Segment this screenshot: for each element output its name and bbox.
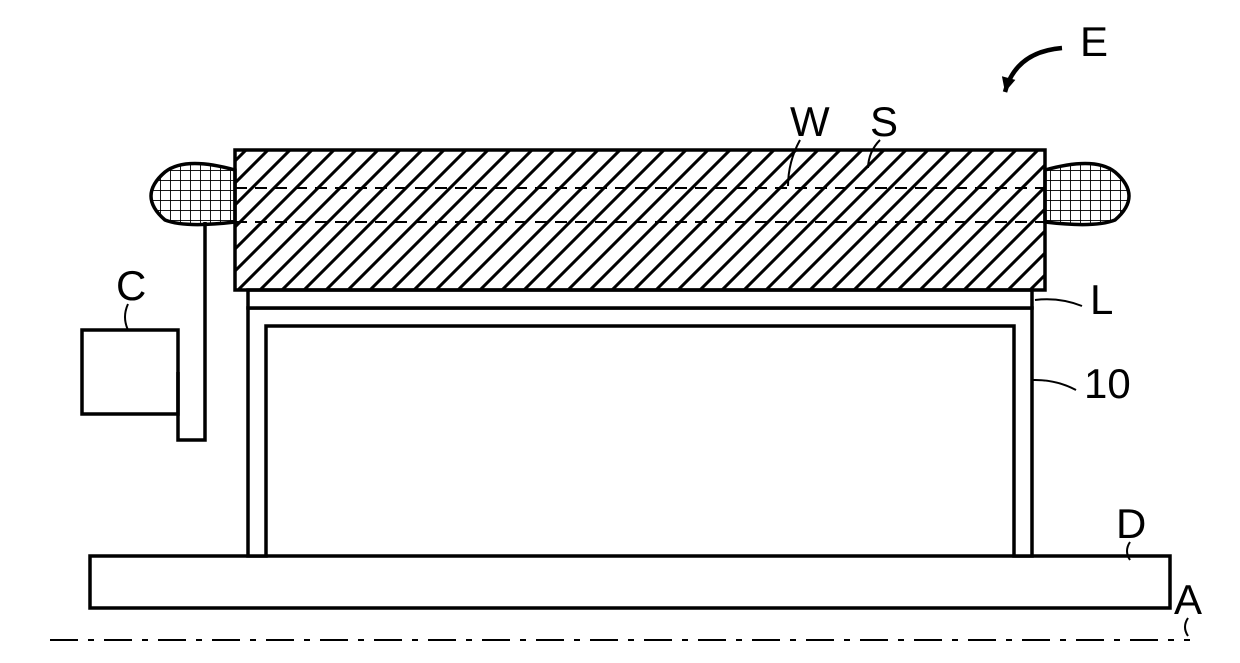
left-bead <box>151 163 235 224</box>
arrow-E-shaft <box>1005 48 1062 92</box>
support-frame-10 <box>248 308 1032 556</box>
label-A: A <box>1174 576 1202 623</box>
label-10: 10 <box>1084 360 1131 407</box>
connecting-wire <box>178 222 205 440</box>
label-S: S <box>870 98 898 145</box>
hatched-body <box>235 150 1045 290</box>
label-E: E <box>1080 18 1108 65</box>
right-bead <box>1045 163 1129 224</box>
controller-box <box>82 330 178 414</box>
pointer-L <box>1035 299 1082 306</box>
label-C: C <box>116 262 146 309</box>
pointer-10 <box>1032 380 1076 390</box>
engineering-diagram: 10 E WS C L DA <box>0 0 1240 663</box>
base-plate <box>90 556 1170 608</box>
label-D: D <box>1116 500 1146 547</box>
label-L: L <box>1090 276 1113 323</box>
layer-L <box>248 290 1032 308</box>
label-W: W <box>790 98 830 145</box>
